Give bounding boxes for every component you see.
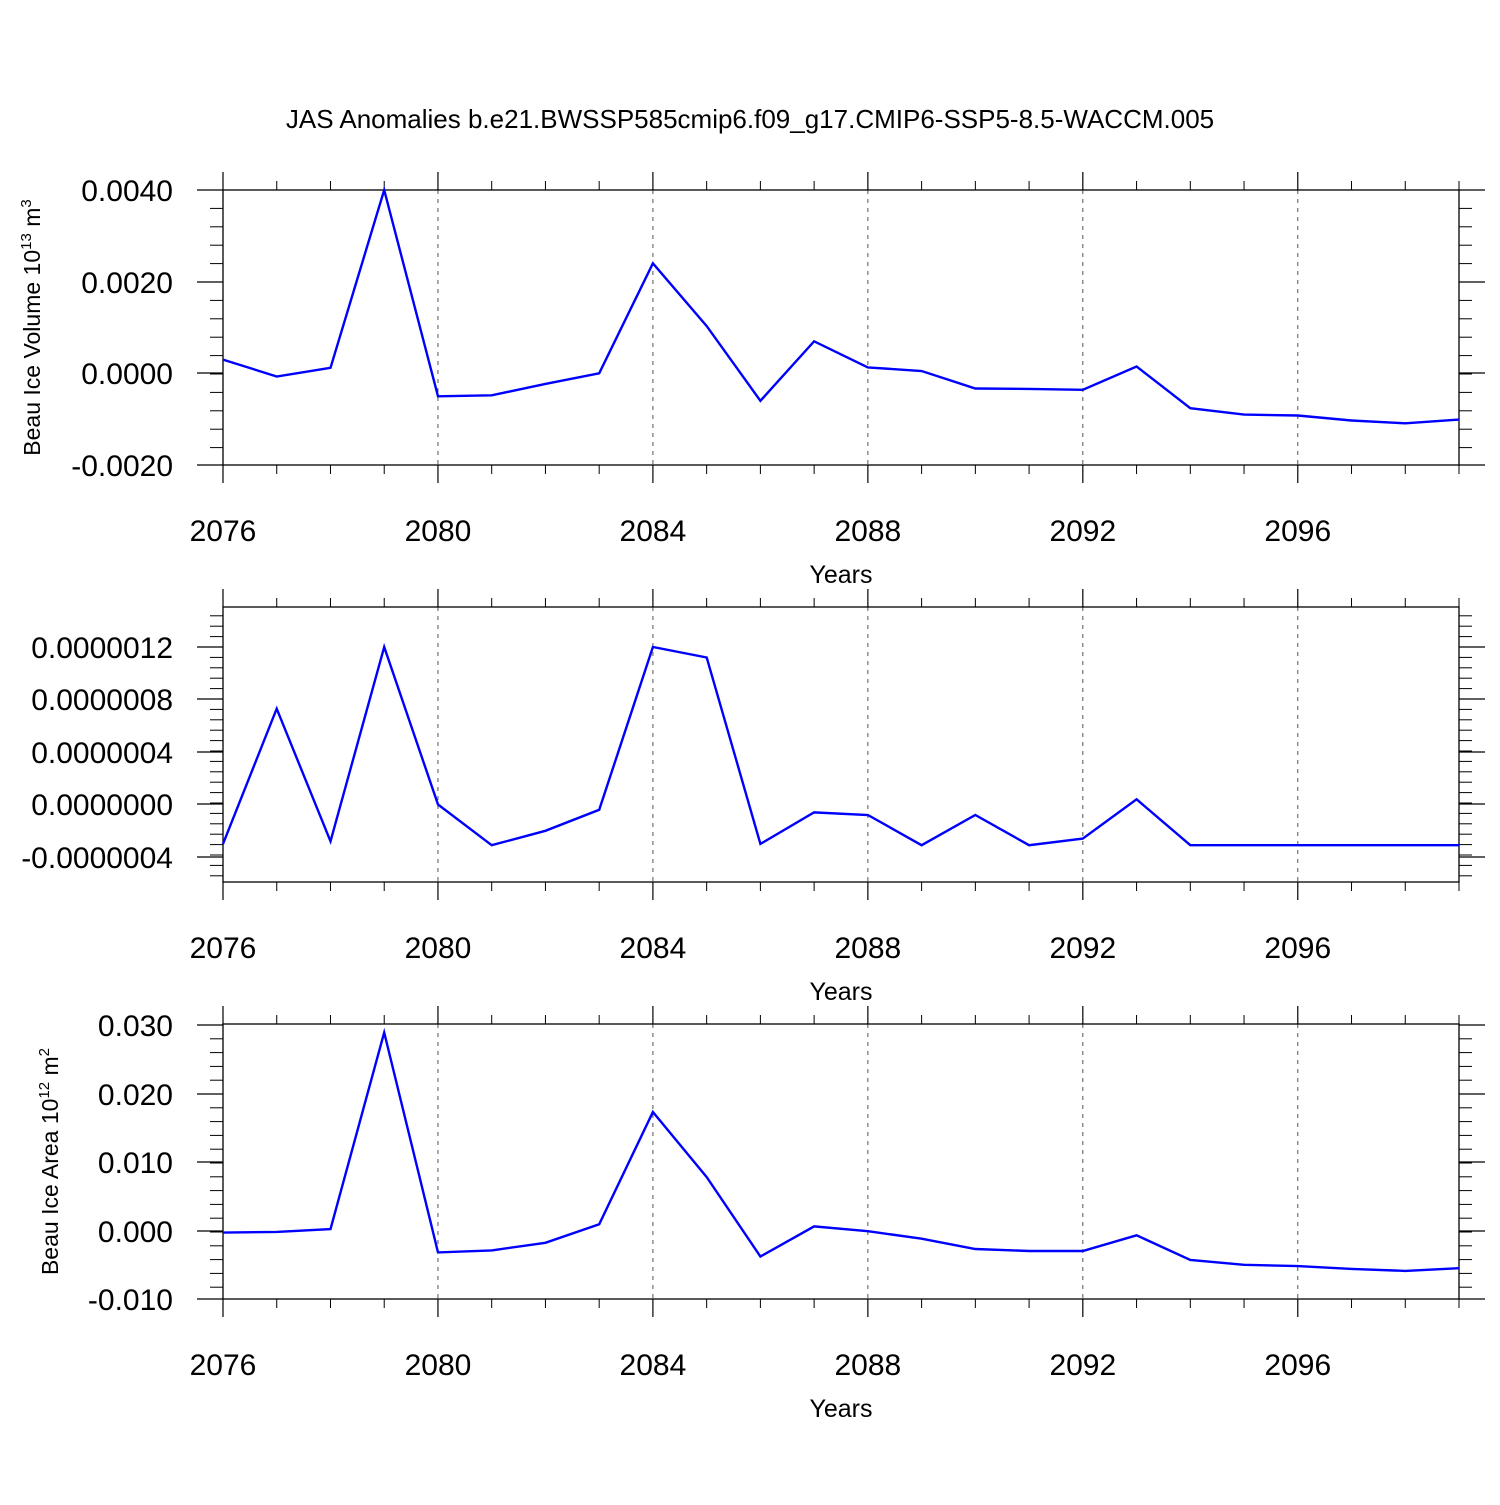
y-axis-label: Beau Ice Volume 1013 m3 (18, 199, 45, 455)
y-axis-label: Beau Ice Area 1012 m2 (36, 1048, 63, 1275)
x-tick-label: 2092 (1049, 515, 1116, 548)
x-tick-label: 2084 (620, 932, 687, 965)
y-tick-label: 0.0000000 (31, 789, 173, 822)
x-tick-label: 2088 (834, 932, 901, 965)
x-axis-label: Years (809, 978, 872, 1006)
y-tick-label: 0.0020 (81, 267, 173, 300)
x-tick-label: 2092 (1049, 932, 1116, 965)
y-tick-label: 0.010 (98, 1147, 173, 1180)
x-tick-label: 2084 (620, 515, 687, 548)
x-tick-label: 2092 (1049, 1349, 1116, 1382)
y-tick-label: 0.030 (98, 1010, 173, 1043)
series-line (221, 642, 1459, 847)
x-tick-label: 2076 (190, 515, 257, 548)
chart-title: JAS Anomalies b.e21.BWSSP585cmip6.f09_g1… (286, 104, 1214, 134)
x-tick-label: 2088 (834, 1349, 901, 1382)
x-tick-label: 2096 (1264, 932, 1331, 965)
y-tick-label: -0.010 (88, 1284, 173, 1317)
plot-frame (222, 606, 1460, 883)
panels: 2076 2080 2084 2088 2092 2096 0.0040 0.0020 0.00… (18, 172, 1485, 1423)
x-tick-label: 2076 (190, 1349, 257, 1382)
y-tick-label: 0.0000012 (31, 632, 173, 665)
x-tick-label: 2096 (1264, 1349, 1331, 1382)
x-tick-label: 2080 (405, 1349, 472, 1382)
panel-1: 2076 2080 2084 2088 2092 2096 0.0040 0.0020 0.00… (18, 172, 1485, 589)
y-tick-label: 0.0040 (81, 175, 173, 208)
plot-frame (222, 189, 1460, 466)
series-line (222, 1027, 1460, 1273)
x-tick-label: 2084 (620, 1349, 687, 1382)
panel-3: 2076 2080 2084 2088 2092 2096 0.030 0.020 0.010 0… (36, 1006, 1485, 1423)
x-tick-label: 2096 (1264, 515, 1331, 548)
y-tick-label: -0.0000004 (21, 842, 173, 875)
x-tick-label: 2080 (405, 515, 472, 548)
x-tick-label: 2080 (405, 932, 472, 965)
series-line (222, 185, 1460, 425)
plot-frame (222, 1023, 1460, 1300)
x-tick-label: 2076 (190, 932, 257, 965)
y-tick-label: -0.0020 (71, 450, 173, 483)
y-tick-label: 0.0000 (81, 358, 173, 391)
x-axis-label: Years (809, 1395, 872, 1423)
x-tick-label: 2088 (834, 515, 901, 548)
y-tick-label: 0.000 (98, 1216, 173, 1249)
y-tick-label: 0.0000004 (31, 737, 173, 770)
y-tick-label: 0.020 (98, 1079, 173, 1112)
y-tick-label: 0.0000008 (31, 684, 173, 717)
x-axis-label: Years (809, 561, 872, 589)
panel-2: 2076 2080 2084 2088 2092 2096 0.0000012 0.00000… (21, 589, 1485, 1006)
